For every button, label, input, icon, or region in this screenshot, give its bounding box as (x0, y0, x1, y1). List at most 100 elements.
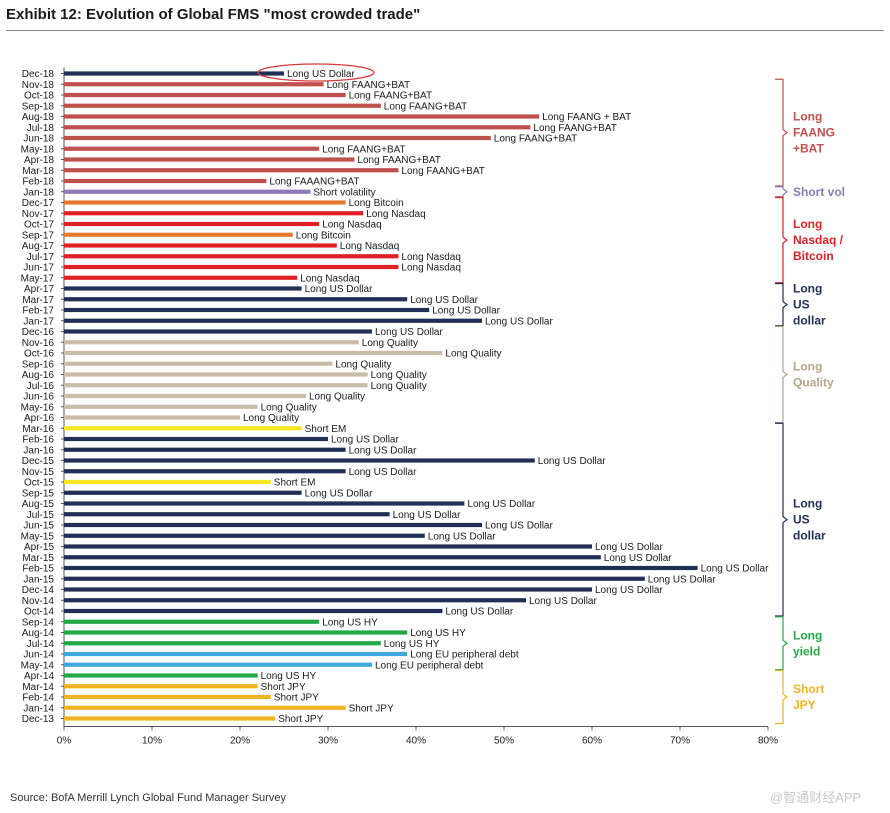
date-label: Jul-14 (27, 639, 55, 650)
bar-label: Long FAANG+BAT (357, 155, 440, 166)
bar (64, 651, 408, 657)
bar-label: Short JPY (278, 714, 323, 725)
bar (64, 135, 491, 141)
bar-label: Long US Dollar (595, 585, 663, 596)
date-label: Jul-18 (27, 123, 55, 134)
bar-label: Long US Dollar (375, 327, 443, 338)
date-label: Jan-16 (23, 445, 54, 456)
bar (64, 92, 346, 98)
bar-label: Long Quality (309, 392, 365, 403)
bar-label: Long US Dollar (595, 542, 663, 553)
bar (64, 544, 592, 549)
bar (64, 383, 368, 388)
bar (64, 71, 284, 76)
date-label: May-17 (21, 273, 55, 284)
date-label: Jun-14 (23, 650, 54, 661)
watermark: @智通财经APP (770, 790, 862, 805)
date-label: Sep-17 (22, 230, 55, 241)
group-bracket (775, 196, 788, 284)
plot-area: 0% 10% 20% 30% 40% 50% 60% 70% 80% Dec-18 Long US … (21, 63, 845, 747)
date-label: May-15 (21, 531, 55, 542)
date-label: Aug-18 (22, 112, 55, 123)
bar-label: Long US Dollar (538, 456, 606, 467)
date-label: Mar-16 (22, 424, 54, 435)
date-label: Jul-15 (27, 510, 55, 521)
date-label: Jun-17 (23, 263, 54, 274)
x-tick-label: 0% (57, 736, 72, 747)
group-label: JPY (793, 698, 816, 712)
date-label: Feb-14 (22, 693, 54, 704)
bar-label: Long Nasdaq (340, 241, 400, 252)
bar (64, 705, 346, 710)
bar-label: Long Nasdaq (322, 220, 382, 231)
group-label: yield (793, 644, 820, 658)
bar (64, 146, 320, 151)
bar (64, 716, 276, 721)
x-tick-label: 10% (142, 736, 162, 747)
date-label: Sep-15 (22, 488, 55, 499)
bar (64, 662, 372, 667)
group-label: Long (793, 628, 822, 642)
date-label: Dec-15 (22, 456, 55, 467)
group-label: Long (793, 497, 822, 511)
bar (64, 114, 540, 119)
bar (64, 641, 381, 646)
bar (64, 243, 337, 248)
bar-label: Short JPY (274, 693, 319, 704)
bar-label: Long Quality (371, 370, 427, 381)
bar-label: Long FAAANG+BAT (269, 177, 359, 188)
bar (64, 458, 535, 463)
bar (64, 608, 443, 614)
bar-label: Long US Dollar (287, 69, 355, 80)
date-label: Nov-18 (22, 80, 55, 91)
bar (64, 297, 408, 302)
bar-label: Long Nasdaq (401, 252, 461, 263)
group-label: US (793, 513, 810, 527)
group-bracket (775, 78, 788, 187)
group-bracket (775, 282, 788, 327)
bar-label: Short EM (274, 478, 316, 489)
date-label: Aug-16 (22, 370, 55, 381)
bar-label: Long US Dollar (529, 596, 597, 607)
date-label: Jan-14 (23, 703, 54, 714)
bar (64, 103, 381, 108)
bar (64, 361, 333, 366)
date-label: Apr-14 (24, 671, 54, 682)
date-label: Oct-14 (24, 607, 54, 618)
bar-label: Long US Dollar (428, 531, 496, 542)
group-bracket (775, 669, 788, 725)
bar-label: Long Quality (371, 381, 427, 392)
bar-label: Long Quality (243, 413, 299, 424)
bar-label: Long US Dollar (349, 467, 417, 478)
bar (64, 232, 293, 237)
date-label: Sep-16 (22, 359, 55, 370)
date-label: Apr-17 (24, 284, 54, 295)
date-label: Mar-15 (22, 553, 54, 564)
bar-label: Long Quality (261, 402, 317, 413)
date-label: Sep-18 (22, 101, 55, 112)
date-label: Feb-15 (22, 564, 54, 575)
group-label: US (793, 298, 810, 312)
bar (64, 619, 320, 624)
bar-label: Long FAANG+BAT (327, 80, 410, 91)
bar-label: Long US Dollar (432, 306, 500, 317)
bar-label: Long US Dollar (648, 574, 716, 585)
bar (64, 673, 258, 678)
bar (64, 684, 258, 689)
date-label: Dec-17 (22, 198, 55, 209)
group-bracket (775, 616, 788, 671)
date-label: Dec-13 (22, 714, 55, 725)
bar (64, 221, 320, 227)
group-bracket (775, 422, 788, 617)
bar (64, 479, 271, 485)
x-tick-label: 30% (318, 736, 338, 747)
date-label: May-14 (21, 660, 55, 671)
bar (64, 189, 311, 194)
group-label: Long (793, 217, 822, 231)
group-label: Long (793, 282, 822, 296)
bar (64, 501, 465, 506)
bar-label: Long US Dollar (485, 521, 553, 532)
highlight-ellipse (257, 63, 375, 82)
x-tick-label: 50% (494, 736, 514, 747)
